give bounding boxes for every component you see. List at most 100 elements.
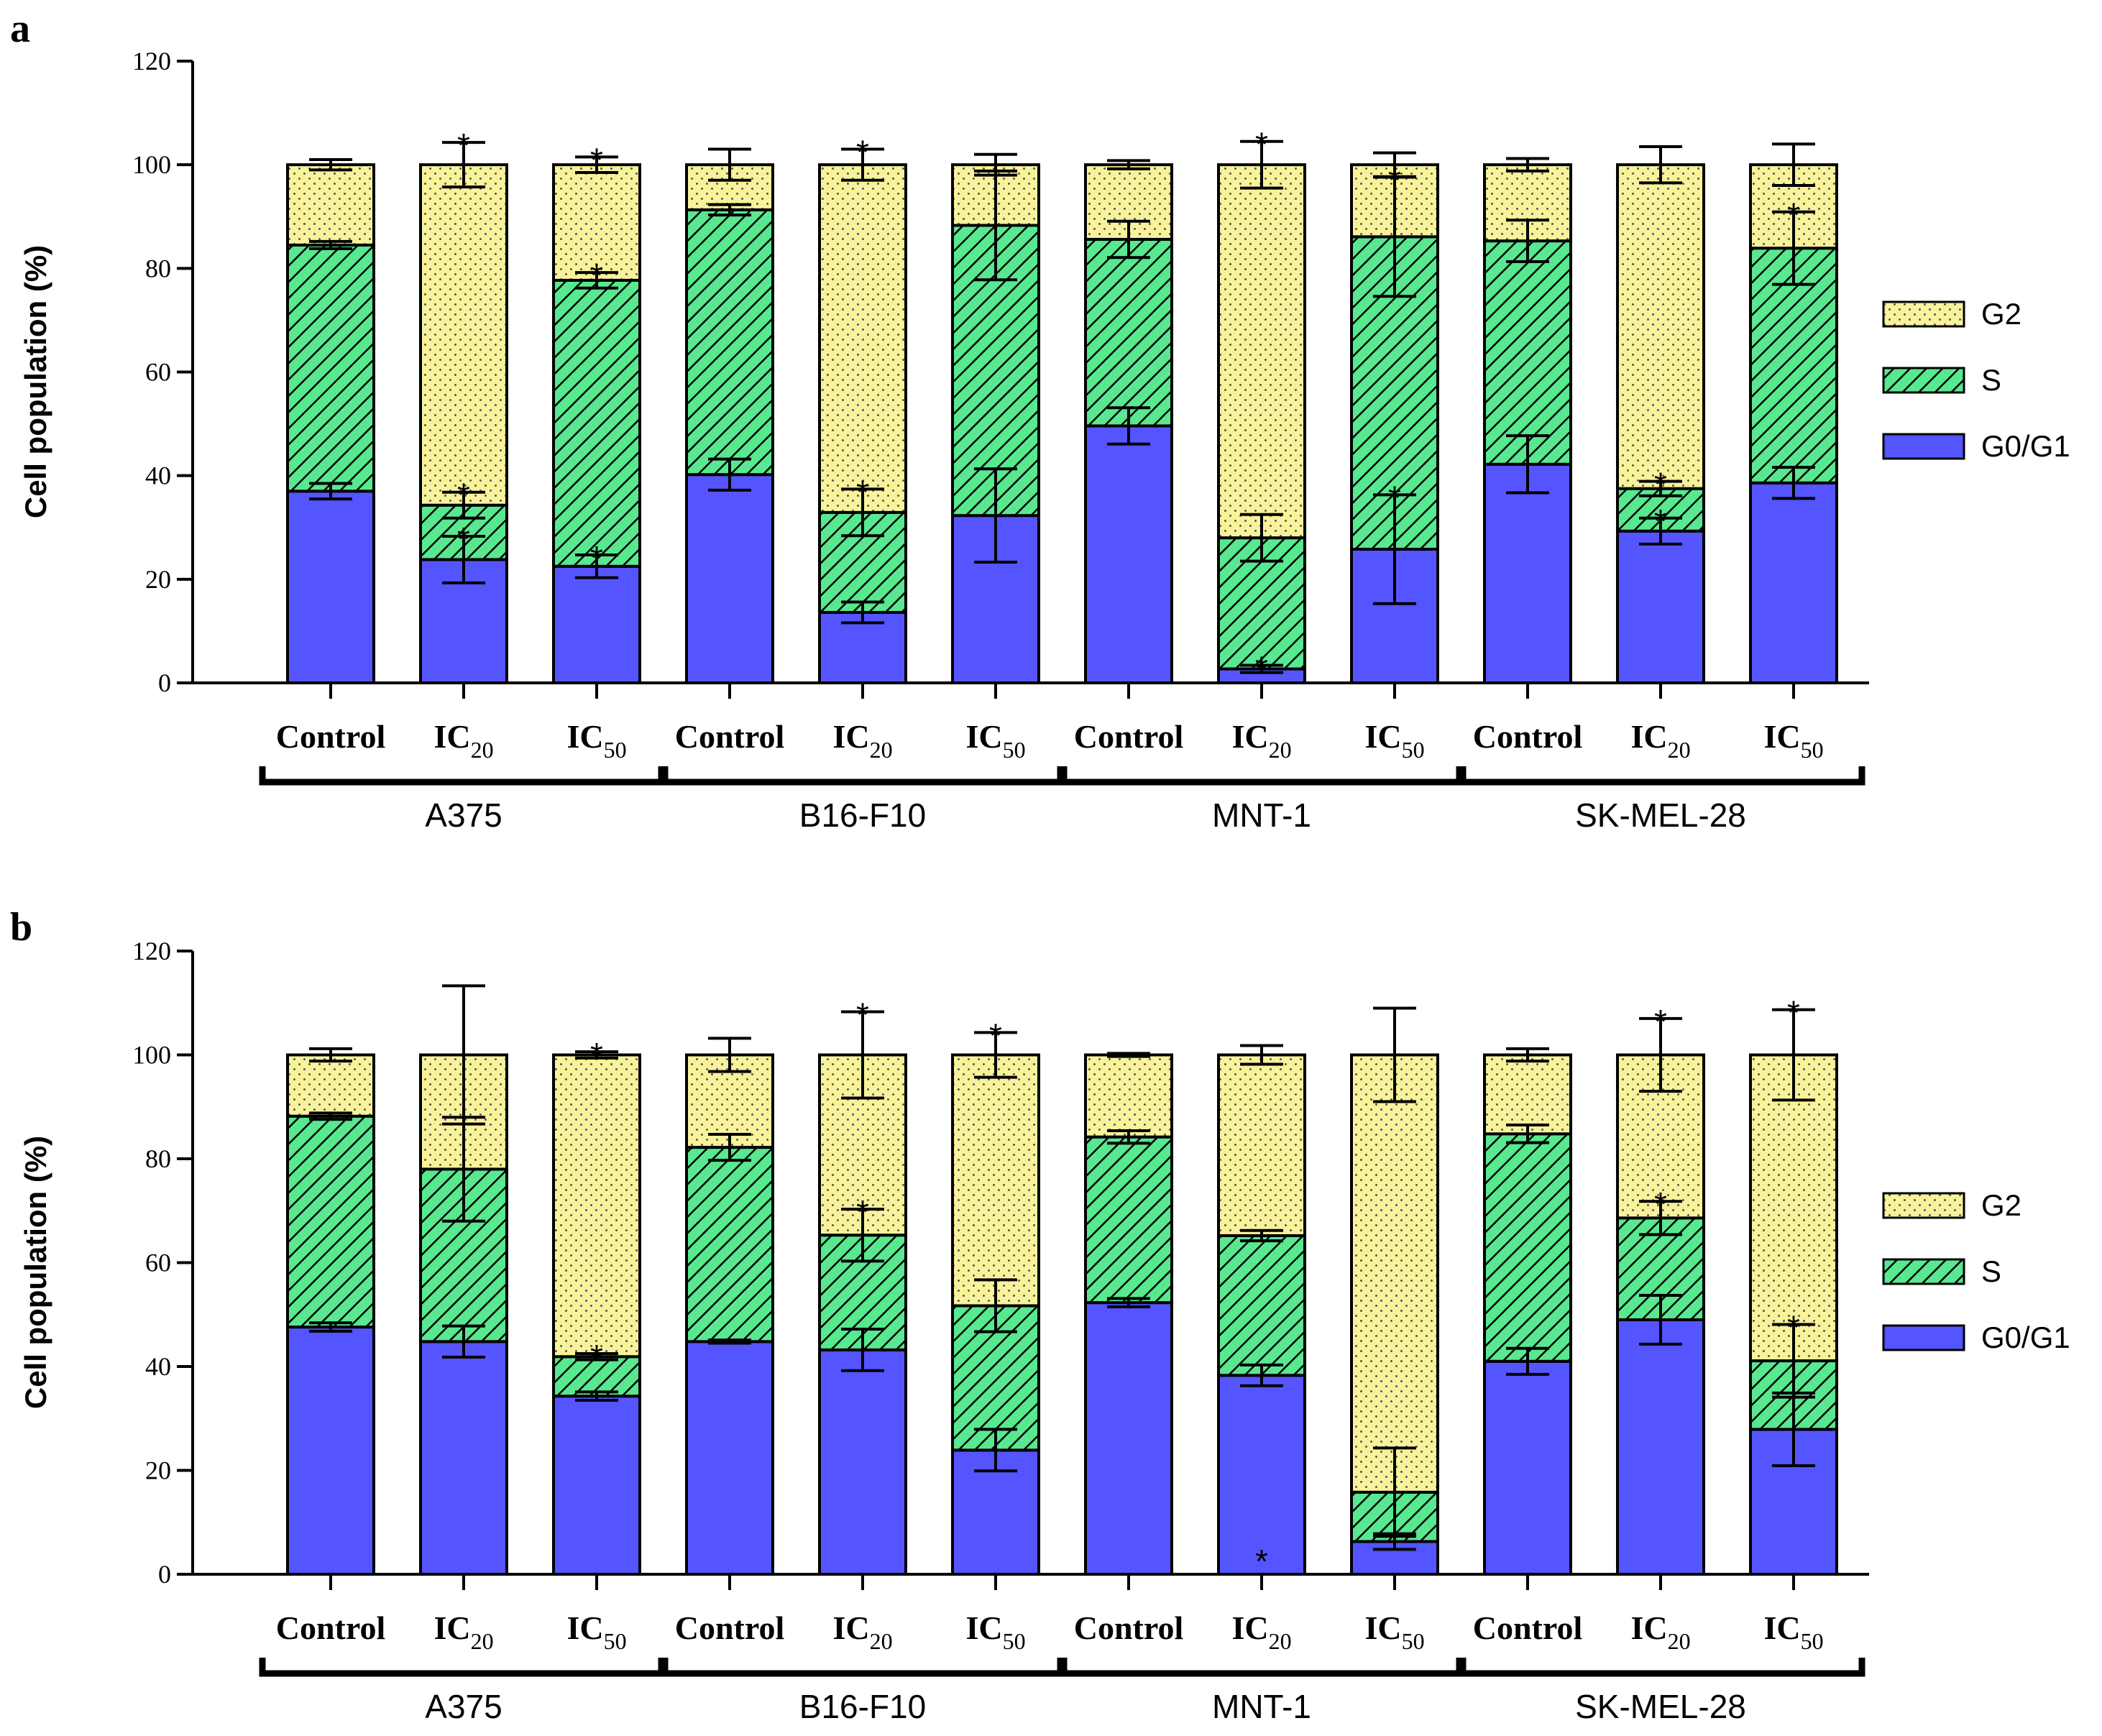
significance-star: * [1654,1003,1667,1040]
significance-star: * [1787,196,1800,234]
y-tick-label: 40 [145,1352,171,1381]
bar-segment-s [552,278,641,568]
x-category-label: Control [276,718,386,755]
category-subscript: 20 [1668,737,1691,763]
category-main: Control [1473,1609,1583,1646]
x-category-label: IC20 [1630,1609,1690,1654]
bar-segment-g2 [1217,163,1306,540]
category-main: IC [1763,1609,1800,1646]
x-category-label: IC20 [1231,1609,1291,1654]
category-main: IC [1364,1609,1401,1646]
group-label: B16-F10 [799,796,926,834]
y-axis-label: Cell population (%) [19,245,52,518]
category-subscript: 20 [1269,1628,1292,1654]
y-tick-label: 20 [145,565,171,594]
bar-segment-g0-g1 [685,473,774,684]
bar-segment-g2 [818,163,907,514]
category-main: IC [832,1609,869,1646]
x-category-label: Control [1074,1609,1184,1646]
category-subscript: 20 [1269,737,1292,763]
group-bracket [1057,766,1467,786]
bar-segment-g0-g1 [1616,529,1705,684]
x-category-label: IC50 [566,1609,626,1654]
y-tick-label: 120 [132,937,171,965]
bar-segment-g0-g1 [1749,481,1838,685]
significance-star: * [1388,479,1401,516]
category-main: IC [1630,718,1667,755]
bar-segment-g2 [552,163,641,282]
bar-segment-g2 [1350,1053,1439,1494]
group-bracket [1456,766,1865,786]
significance-star: * [590,141,603,178]
category-subscript: 50 [1003,1628,1026,1654]
significance-star: * [590,1338,603,1375]
category-main: Control [675,718,785,755]
x-category-label: Control [675,1609,785,1646]
legend-label: G0/G1 [1981,429,2070,463]
bar-segment-g0-g1 [1217,1374,1306,1576]
significance-star: * [1255,126,1268,163]
significance-star: * [856,1193,869,1231]
category-main: IC [1231,1609,1268,1646]
group-label: A375 [425,796,502,834]
category-main: IC [832,718,869,755]
legend-swatch-g0-g1 [1882,1324,1965,1351]
legend-label: S [1981,363,2001,397]
bar-segment-s [1483,239,1572,466]
category-main: IC [1763,718,1800,755]
category-subscript: 50 [604,737,627,763]
legend-swatch-g2 [1882,1192,1965,1219]
legend-label: S [1981,1254,2001,1288]
x-category-label: IC50 [965,718,1025,763]
bar-segment-g0-g1 [419,1340,508,1576]
legend: G2 S G0/G1 [1882,1188,2070,1354]
x-category-label: IC20 [832,1609,892,1654]
category-subscript: 20 [471,737,494,763]
x-category-label: IC50 [1763,718,1823,763]
category-main: IC [1364,718,1401,755]
category-subscript: 20 [870,737,893,763]
category-main: Control [675,1609,785,1646]
y-tick-label: 120 [132,47,171,75]
legend: G2 S G0/G1 [1882,297,2070,463]
legend-swatch-s [1882,1258,1965,1285]
group-label: SK-MEL-28 [1575,796,1746,834]
group-bracket [259,766,669,786]
category-subscript: 20 [870,1628,893,1654]
legend-swatch-s [1882,367,1965,394]
legend-label: G0/G1 [1981,1321,2070,1354]
y-tick-label: 60 [145,1249,171,1277]
significance-star: * [1255,1543,1268,1580]
significance-star: * [1654,1185,1667,1223]
bar-segment-s [1749,247,1838,484]
category-main: IC [433,1609,470,1646]
bar-segment-s [1084,1135,1173,1305]
bar-segment-g0-g1 [818,1348,907,1576]
category-main: IC [965,718,1002,755]
category-main: IC [1231,718,1268,755]
bar-segment-g2 [1217,1053,1306,1237]
group-bracket [658,1658,1068,1677]
bar-segment-s [685,1146,774,1344]
bar-segment-g2 [1483,1053,1572,1136]
bar-segment-g0-g1 [1483,462,1572,685]
category-main: IC [433,718,470,755]
legend-swatch-g0-g1 [1882,433,1965,460]
significance-star: * [590,1036,603,1073]
x-category-label: IC50 [1364,1609,1424,1654]
y-tick-label: 0 [158,669,171,697]
bar-segment-g2 [1616,163,1705,490]
category-subscript: 20 [1668,1628,1691,1654]
legend-label: G2 [1981,1188,2021,1222]
panel-label: b [10,905,32,950]
bar-segment-g2 [419,163,508,507]
x-category-label: IC20 [1231,718,1291,763]
group-label: SK-MEL-28 [1575,1688,1746,1725]
significance-star: * [1787,1308,1800,1346]
x-category-label: IC50 [1364,718,1424,763]
panel-b: b Cell population (%) 0 20 40 60 80 100 120 Con… [10,905,2070,1725]
bar-segment-g0-g1 [286,1326,375,1576]
category-main: IC [965,1609,1002,1646]
